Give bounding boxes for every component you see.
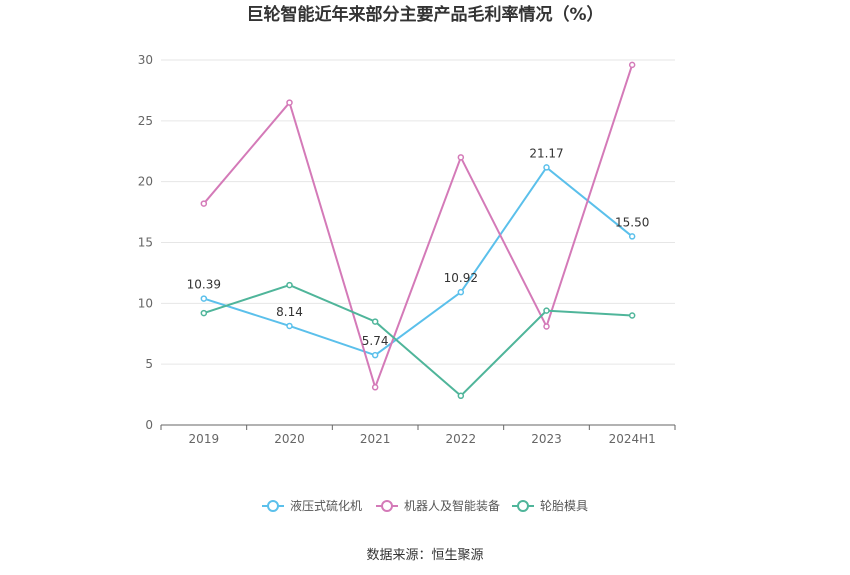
data-point xyxy=(200,200,208,207)
chart-title: 巨轮智能近年来部分主要产品毛利率情况（%） xyxy=(246,4,603,25)
y-tick-label: 15 xyxy=(138,236,153,250)
data-label: 21.17 xyxy=(529,146,563,160)
data-point xyxy=(371,384,379,391)
legend[interactable]: 液压式硫化机 机器人及智能装备 轮胎模具 xyxy=(262,498,588,513)
legend-marker xyxy=(267,500,279,512)
data-point xyxy=(371,351,379,359)
data-point xyxy=(286,281,293,289)
data-label: 10.39 xyxy=(187,278,221,292)
legend-item[interactable]: 机器人及智能装备 xyxy=(376,498,500,513)
y-tick-label: 30 xyxy=(138,53,153,67)
data-label: 15.50 xyxy=(615,215,649,229)
y-tick-label: 20 xyxy=(138,175,153,189)
data-point xyxy=(628,61,636,69)
data-point xyxy=(628,233,636,240)
data-point xyxy=(543,323,550,330)
x-tick-label: 2024H1 xyxy=(609,432,656,446)
legend-label: 液压式硫化机 xyxy=(290,498,362,513)
legend-item[interactable]: 液压式硫化机 xyxy=(262,498,362,513)
series-line xyxy=(203,64,634,391)
source-text: 数据来源：恒生聚源 xyxy=(366,548,483,563)
y-tick-label: 25 xyxy=(138,114,153,128)
data-labels: 10.39 8.14 5.74 10.92 21.17 15.50 xyxy=(187,146,650,348)
x-tick-label: 2020 xyxy=(274,432,305,446)
data-point xyxy=(543,307,550,314)
y-tick-label: 10 xyxy=(138,296,153,310)
legend-label: 轮胎模具 xyxy=(540,499,588,513)
data-point xyxy=(543,164,550,171)
data-point xyxy=(457,392,465,400)
data-point xyxy=(286,99,293,106)
data-label: 10.92 xyxy=(444,271,478,285)
x-tick-label: 2021 xyxy=(360,432,391,446)
legend-marker xyxy=(381,500,393,512)
series-lines xyxy=(200,61,636,400)
data-point xyxy=(200,295,208,302)
data-point xyxy=(371,318,379,325)
data-point xyxy=(457,288,465,296)
axes: 0 5 10 15 20 25 30 2019 2020 2021 2022 2023 2024H1 xyxy=(138,53,676,446)
series-line xyxy=(203,284,633,398)
y-tick-label: 5 xyxy=(145,357,153,371)
data-point xyxy=(200,309,208,317)
legend-marker xyxy=(517,500,529,512)
legend-item[interactable]: 轮胎模具 xyxy=(512,499,588,513)
legend-label: 机器人及智能装备 xyxy=(404,498,500,513)
series-line xyxy=(203,165,633,357)
data-point xyxy=(628,312,636,319)
data-label: 5.74 xyxy=(362,334,389,348)
data-point xyxy=(457,154,465,161)
y-tick-label: 0 xyxy=(145,418,153,432)
data-point xyxy=(286,322,293,330)
x-tick-label: 2023 xyxy=(531,432,562,446)
x-tick-label: 2022 xyxy=(446,432,477,446)
x-tick-label: 2019 xyxy=(189,432,220,446)
data-label: 8.14 xyxy=(276,305,303,319)
gridlines xyxy=(161,59,675,365)
